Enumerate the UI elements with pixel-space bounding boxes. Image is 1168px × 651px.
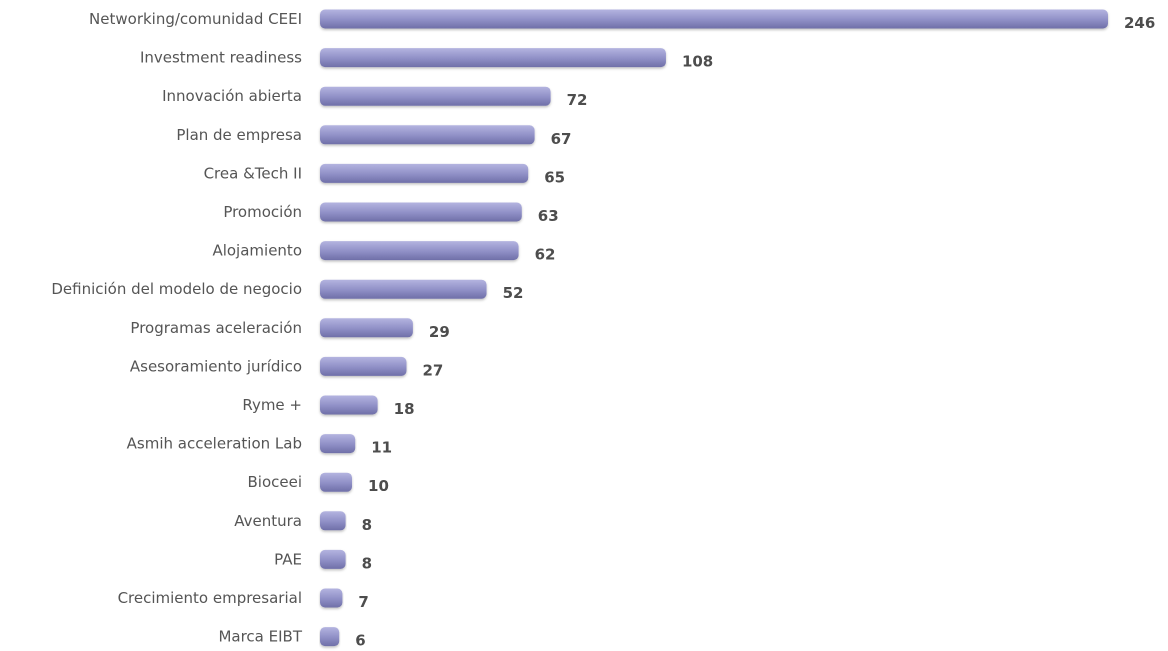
bar — [320, 86, 551, 106]
bar — [320, 318, 413, 338]
value-label: 18 — [394, 400, 415, 418]
category-label: Aventura — [234, 512, 302, 530]
bars-group: Networking/comunidad CEEI 246 Investment r… — [51, 9, 1155, 650]
category-label: PAE — [274, 550, 302, 568]
category-label: Bioceei — [247, 473, 302, 491]
bar — [320, 202, 522, 222]
category-label: Asesoramiento jurídico — [130, 357, 302, 375]
value-label: 8 — [362, 554, 372, 572]
value-label: 7 — [358, 593, 368, 611]
bar — [320, 48, 666, 68]
bar — [320, 511, 346, 531]
value-label: 11 — [371, 439, 392, 457]
value-label: 52 — [503, 284, 524, 302]
bar — [320, 434, 356, 454]
category-label: Marca EIBT — [218, 628, 302, 646]
value-label: 72 — [567, 91, 588, 109]
category-label: Programas aceleración — [130, 319, 302, 337]
bar — [320, 395, 378, 415]
bar — [320, 472, 353, 492]
bar — [320, 163, 529, 183]
value-label: 65 — [544, 168, 565, 186]
category-label: Definición del modelo de negocio — [51, 280, 302, 298]
value-label: 27 — [422, 361, 443, 379]
value-label: 63 — [538, 207, 559, 225]
category-label: Investment readiness — [140, 49, 302, 67]
value-label: 108 — [682, 53, 713, 71]
bar — [320, 279, 487, 299]
bar — [320, 241, 519, 261]
category-label: Plan de empresa — [176, 126, 302, 144]
value-label: 62 — [535, 246, 556, 264]
value-label: 8 — [362, 516, 372, 534]
category-label: Asmih acceleration Lab — [127, 435, 302, 453]
value-label: 67 — [551, 130, 572, 148]
category-label: Crea &Tech II — [204, 164, 302, 182]
category-label: Promoción — [223, 203, 302, 221]
category-label: Ryme + — [242, 396, 302, 414]
value-label: 10 — [368, 477, 389, 495]
bar — [320, 588, 343, 608]
value-label: 246 — [1124, 14, 1155, 32]
category-label: Crecimiento empresarial — [118, 589, 302, 607]
bar — [320, 549, 346, 569]
bar — [320, 125, 535, 145]
category-label: Innovación abierta — [162, 87, 302, 105]
bar — [320, 9, 1108, 29]
bar — [320, 356, 407, 376]
category-label: Networking/comunidad CEEI — [89, 10, 302, 28]
value-label: 6 — [355, 632, 365, 650]
category-label: Alojamiento — [212, 242, 302, 260]
value-label: 29 — [429, 323, 450, 341]
bar — [320, 627, 340, 647]
